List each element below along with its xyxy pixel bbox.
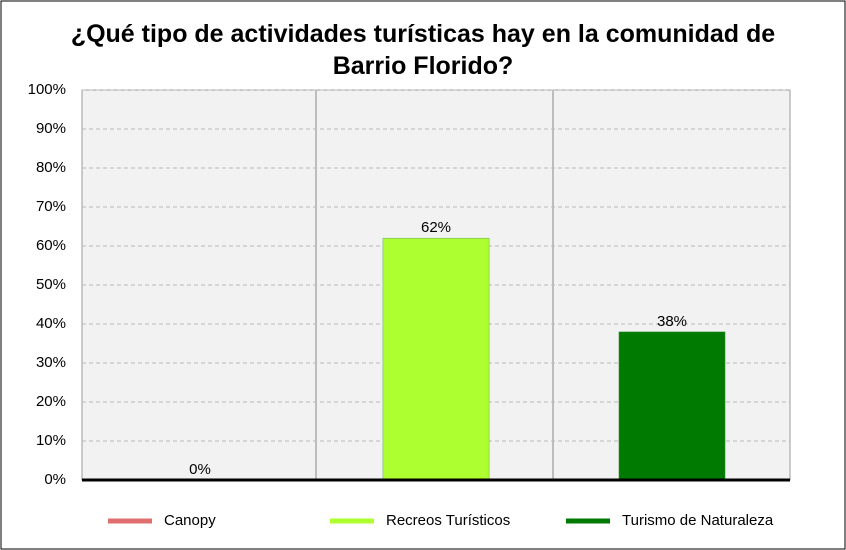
y-tick-label: 40%	[36, 315, 66, 332]
y-tick-label: 100%	[28, 81, 66, 98]
y-tick-label: 90%	[36, 120, 66, 137]
y-tick-label: 80%	[36, 159, 66, 176]
bar	[382, 237, 490, 481]
value-label: 38%	[657, 313, 687, 330]
legend-label: Recreos Turísticos	[386, 512, 510, 529]
value-label: 0%	[189, 461, 211, 478]
y-tick-label: 60%	[36, 237, 66, 254]
chart-title: ¿Qué tipo de actividades turísticas hay …	[70, 20, 776, 80]
y-tick-label: 50%	[36, 276, 66, 293]
y-tick-label: 70%	[36, 198, 66, 215]
legend-label: Turismo de Naturaleza	[622, 512, 774, 529]
y-tick-label: 10%	[36, 432, 66, 449]
y-tick-label: 20%	[36, 393, 66, 410]
y-tick-label: 30%	[36, 354, 66, 371]
bar	[618, 331, 726, 481]
y-tick-label: 0%	[44, 471, 66, 488]
value-label: 62%	[421, 219, 451, 236]
legend-label: Canopy	[164, 512, 216, 529]
